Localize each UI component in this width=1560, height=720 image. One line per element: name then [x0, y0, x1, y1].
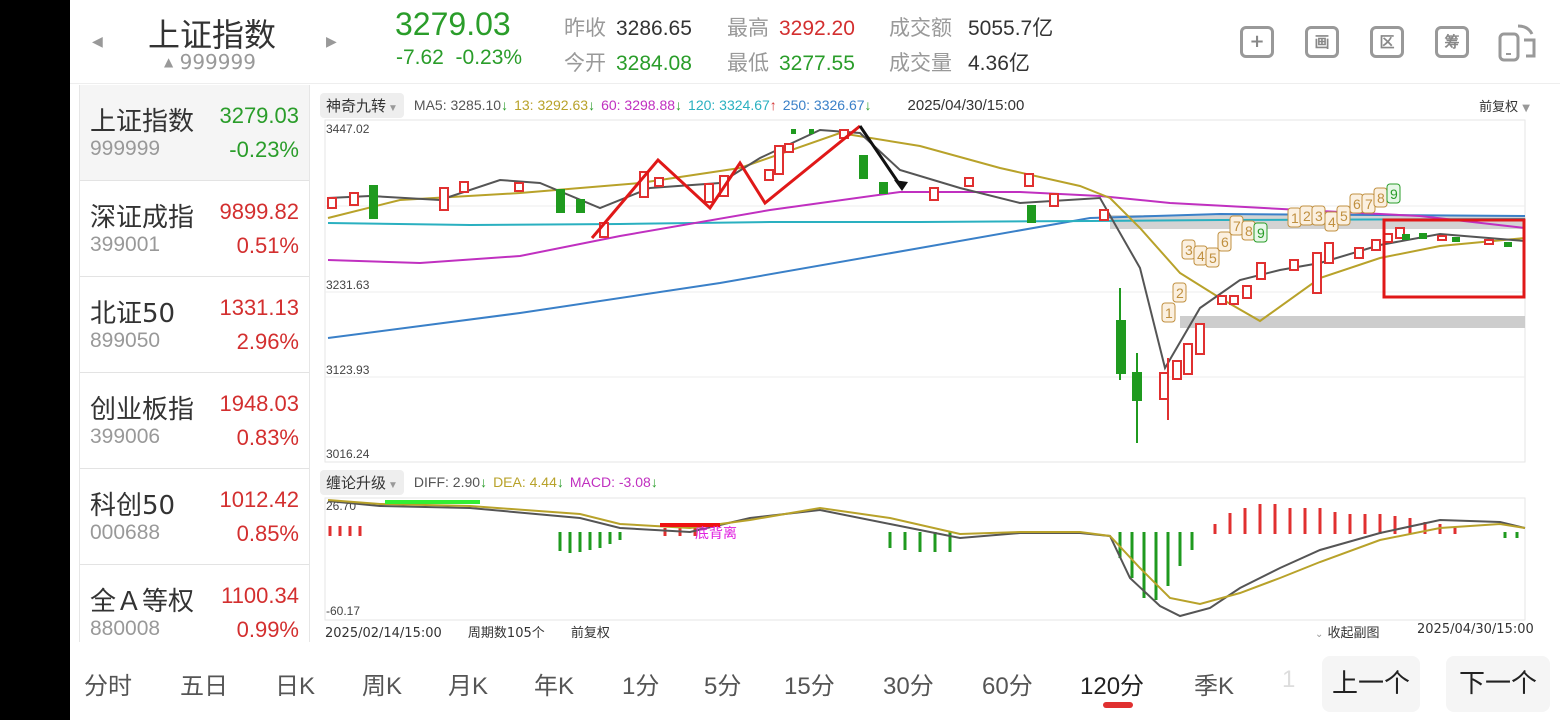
candles: [327, 129, 1512, 443]
draw-icon[interactable]: 画: [1305, 26, 1339, 58]
start-date: 2025/02/14/15:00: [325, 626, 442, 641]
svg-text:7: 7: [1365, 196, 1373, 212]
kline-svg: 3447.02 3231.63 3123.93 3016.24: [324, 119, 1526, 621]
tab-monthly[interactable]: 月K: [448, 673, 489, 700]
dropdown-triangle-icon: ▼: [1522, 103, 1530, 114]
plus-icon[interactable]: +: [1240, 26, 1274, 58]
tab-30min[interactable]: 30分: [883, 673, 934, 700]
cursor-datetime: 2025/04/30/15:00: [907, 96, 1025, 114]
stock-code[interactable]: ▲ 999999: [164, 50, 256, 74]
chevron-down-icon: ⌄: [1315, 629, 1324, 640]
y-label-3: 3231.63: [326, 278, 370, 292]
sub-y-bottom: -60.17: [326, 604, 360, 618]
svg-text:6: 6: [1353, 196, 1361, 212]
stat-high: 最高 3292.20: [727, 17, 855, 40]
macd-value: MACD: -3.08↓: [569, 474, 658, 490]
tab-120min[interactable]: 120分: [1080, 673, 1145, 700]
period-count: 周期数105个: [467, 626, 545, 641]
index-item-chinext[interactable]: 创业板指 1948.03 399006 0.83%: [80, 373, 309, 469]
next-button[interactable]: 下一个: [1446, 656, 1550, 712]
left-edge: [0, 0, 70, 720]
tab-yearly[interactable]: 年K: [534, 673, 575, 700]
tab-intraday[interactable]: 分时: [84, 673, 132, 700]
index-item-all-a-equal[interactable]: 全Ａ等权 1100.34 880008 0.99%: [90, 583, 299, 642]
tab-daily[interactable]: 日K: [275, 673, 316, 700]
svg-text:8: 8: [1377, 190, 1385, 206]
tab-1min[interactable]: 1分: [622, 673, 660, 700]
chart-footer: 2025/02/14/15:00 周期数105个 前复权: [325, 622, 610, 641]
tab-15min[interactable]: 15分: [784, 673, 835, 700]
nine-turn-markers-1: 1 2 3 4 5 6 7 8 9: [1161, 215, 1268, 323]
prev-stock-arrow-icon[interactable]: ◀: [92, 34, 103, 50]
quote-header: ◀ 上证指数 ▲ 999999 ▶ 3279.03 -7.62 -0.23% 昨…: [70, 0, 1560, 84]
ma250-value: 250: 3326.67↓: [782, 97, 872, 113]
stat-prev-close: 昨收 3286.65: [564, 17, 692, 40]
diff-value: DIFF: 2.90↓: [413, 474, 488, 490]
kline-chart-area[interactable]: 神奇九转 ▼ MA5: 3285.10↓ 13: 3292.63↓ 60: 329…: [320, 88, 1540, 644]
main-indicator-select[interactable]: 神奇九转 ▼: [320, 92, 404, 118]
index-item-bse50[interactable]: 北证50 1331.13 899050 2.96%: [80, 277, 309, 373]
y-label-bottom: 3016.24: [326, 447, 370, 461]
sub-indicator-select[interactable]: 缠论升级 ▼: [320, 469, 404, 495]
svg-text:4: 4: [1197, 248, 1205, 264]
svg-text:7: 7: [1233, 218, 1241, 234]
current-price: 3279.03: [395, 6, 511, 42]
tab-5min[interactable]: 5分: [704, 673, 742, 700]
ma60-value: 60: 3298.88↓: [601, 97, 683, 113]
next-stock-arrow-icon[interactable]: ▶: [326, 34, 337, 50]
tab-60min[interactable]: 60分: [982, 673, 1033, 700]
svg-text:2: 2: [1176, 285, 1184, 301]
nine-turn-markers-2: 1 2 3 4 5 6 7 8 9: [1287, 183, 1401, 232]
tab-quarterly[interactable]: 季K: [1194, 673, 1235, 700]
svg-text:9: 9: [1390, 186, 1398, 202]
y-label-4: 3123.93: [326, 363, 370, 377]
ma13-value: 13: 3292.63↓: [514, 97, 596, 113]
svg-text:5: 5: [1340, 208, 1348, 224]
svg-text:5: 5: [1209, 250, 1217, 266]
stat-turnover: 成交额 5055.7亿: [889, 17, 1054, 40]
index-item-shenzhen[interactable]: 深证成指 9899.82 399001 0.51%: [80, 181, 309, 277]
tab-more-partial[interactable]: 1: [1282, 666, 1296, 693]
stat-volume: 成交量 4.36亿: [889, 52, 1030, 75]
index-item-star50[interactable]: 科创50 1012.42 000688 0.85%: [80, 469, 309, 565]
adjust-select[interactable]: 前复权 ▼: [1479, 100, 1530, 115]
dropdown-triangle-icon: ▼: [388, 102, 398, 114]
index-list: 上证指数 3279.03 999999 -0.23% 深证成指 9899.82 …: [79, 85, 310, 642]
svg-text:9: 9: [1257, 225, 1265, 241]
collapse-subchart-button[interactable]: ⌄ 收起副图: [1315, 626, 1380, 641]
index-item-shanghai[interactable]: 上证指数 3279.03 999999 -0.23%: [80, 85, 309, 181]
y-label-top: 3447.02: [326, 122, 370, 136]
svg-text:2: 2: [1303, 208, 1311, 224]
svg-text:4: 4: [1328, 214, 1336, 230]
tab-weekly[interactable]: 周K: [362, 673, 403, 700]
bottom-divergence-label: 底背离: [695, 525, 737, 541]
sub-indicator-bar: 缠论升级 ▼ DIFF: 2.90↓ DEA: 4.44↓ MACD: -3.08…: [320, 469, 664, 495]
dea-value: DEA: 4.44↓: [493, 474, 564, 490]
chips-icon[interactable]: 筹: [1435, 26, 1469, 58]
period-tabs: 分时 五日 日K 周K 月K 年K 1分 5分 15分 30分 60分 120分…: [70, 648, 1560, 720]
stock-title: 上证指数: [148, 16, 277, 54]
svg-text:8: 8: [1245, 223, 1253, 239]
svg-text:1: 1: [1165, 305, 1173, 321]
ma120-value: 120: 3324.67↑: [688, 97, 777, 113]
prev-button[interactable]: 上一个: [1322, 656, 1420, 712]
svg-text:1: 1: [1291, 210, 1299, 226]
expand-triangle-icon: ▲: [164, 55, 174, 69]
end-date: 2025/04/30/15:00: [1417, 622, 1534, 637]
stat-low: 最低 3277.55: [727, 52, 855, 75]
active-tab-indicator: [1103, 702, 1133, 708]
ma5-value: MA5: 3285.10↓: [413, 97, 509, 113]
svg-text:6: 6: [1221, 234, 1229, 250]
main-indicator-bar: 神奇九转 ▼ MA5: 3285.10↓ 13: 3292.63↓ 60: 329…: [320, 92, 1024, 118]
rotate-screen-icon[interactable]: [1498, 22, 1538, 62]
highlight-box: [1382, 218, 1526, 299]
interval-icon[interactable]: 区: [1370, 26, 1404, 58]
price-change: -7.62 -0.23%: [396, 46, 523, 69]
svg-text:3: 3: [1315, 208, 1323, 224]
stat-open: 今开 3284.08: [564, 52, 692, 75]
dropdown-triangle-icon: ▼: [388, 479, 398, 491]
tab-5day[interactable]: 五日: [180, 673, 228, 700]
footer-adjust: 前复权: [570, 626, 610, 641]
svg-text:3: 3: [1185, 242, 1193, 258]
